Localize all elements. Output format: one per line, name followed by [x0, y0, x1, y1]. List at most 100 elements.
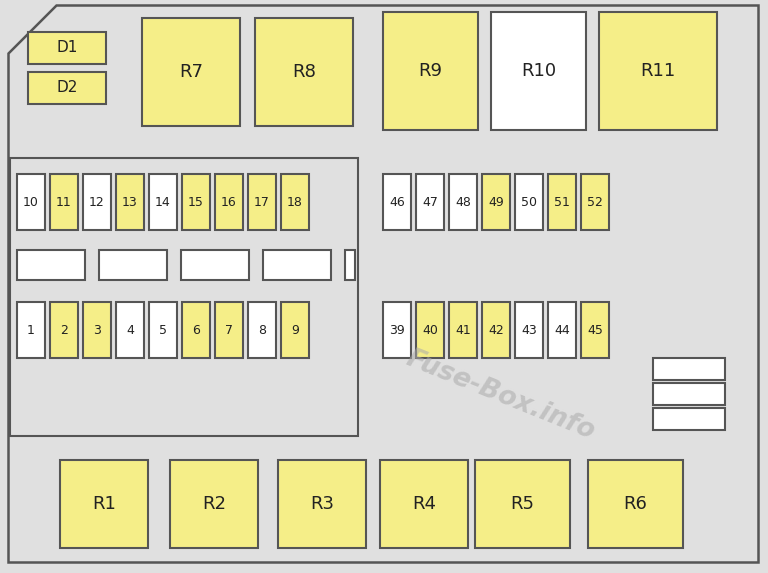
- Bar: [215, 174, 243, 230]
- Bar: [278, 460, 366, 548]
- Bar: [482, 174, 510, 230]
- Bar: [383, 12, 478, 130]
- Text: R3: R3: [310, 495, 334, 513]
- Text: 9: 9: [291, 324, 299, 336]
- Text: R9: R9: [419, 62, 442, 80]
- Text: 45: 45: [587, 324, 603, 336]
- Text: R8: R8: [292, 63, 316, 81]
- Bar: [383, 302, 411, 358]
- Bar: [149, 174, 177, 230]
- Text: 44: 44: [554, 324, 570, 336]
- Bar: [28, 72, 106, 104]
- Bar: [116, 302, 144, 358]
- Bar: [60, 460, 148, 548]
- Bar: [263, 250, 331, 280]
- Text: 39: 39: [389, 324, 405, 336]
- Bar: [449, 174, 477, 230]
- Text: R6: R6: [624, 495, 647, 513]
- Text: 11: 11: [56, 195, 72, 209]
- Bar: [116, 174, 144, 230]
- Text: 18: 18: [287, 195, 303, 209]
- Bar: [653, 358, 725, 380]
- Text: 47: 47: [422, 195, 438, 209]
- Bar: [248, 174, 276, 230]
- Bar: [581, 302, 609, 358]
- Bar: [599, 12, 717, 130]
- Text: 12: 12: [89, 195, 105, 209]
- Text: 4: 4: [126, 324, 134, 336]
- Bar: [17, 302, 45, 358]
- Bar: [548, 174, 576, 230]
- Bar: [99, 250, 167, 280]
- Bar: [581, 174, 609, 230]
- Text: D1: D1: [56, 41, 78, 56]
- Bar: [255, 18, 353, 126]
- Bar: [281, 302, 309, 358]
- Text: 14: 14: [155, 195, 170, 209]
- Bar: [50, 302, 78, 358]
- Bar: [475, 460, 570, 548]
- Bar: [515, 302, 543, 358]
- Bar: [170, 460, 258, 548]
- Text: 51: 51: [554, 195, 570, 209]
- Text: R5: R5: [511, 495, 535, 513]
- Bar: [17, 174, 45, 230]
- Polygon shape: [8, 5, 758, 562]
- Text: R10: R10: [521, 62, 556, 80]
- Bar: [182, 302, 210, 358]
- Text: R1: R1: [92, 495, 116, 513]
- Text: Fuse-Box.info: Fuse-Box.info: [402, 345, 598, 445]
- Bar: [182, 174, 210, 230]
- Text: R7: R7: [179, 63, 203, 81]
- Bar: [380, 460, 468, 548]
- Text: 2: 2: [60, 324, 68, 336]
- Text: 7: 7: [225, 324, 233, 336]
- Text: 10: 10: [23, 195, 39, 209]
- Bar: [142, 18, 240, 126]
- Bar: [588, 460, 683, 548]
- Text: 52: 52: [587, 195, 603, 209]
- Text: R11: R11: [641, 62, 676, 80]
- Text: 49: 49: [488, 195, 504, 209]
- Bar: [181, 250, 249, 280]
- Text: 5: 5: [159, 324, 167, 336]
- Bar: [149, 302, 177, 358]
- Bar: [281, 174, 309, 230]
- Text: 40: 40: [422, 324, 438, 336]
- Bar: [653, 408, 725, 430]
- Text: 41: 41: [455, 324, 471, 336]
- Text: 48: 48: [455, 195, 471, 209]
- Bar: [416, 174, 444, 230]
- Text: 42: 42: [488, 324, 504, 336]
- Bar: [482, 302, 510, 358]
- Bar: [515, 174, 543, 230]
- Bar: [548, 302, 576, 358]
- Text: D2: D2: [56, 80, 78, 96]
- Text: 16: 16: [221, 195, 237, 209]
- Bar: [83, 302, 111, 358]
- Bar: [449, 302, 477, 358]
- Bar: [416, 302, 444, 358]
- Text: 13: 13: [122, 195, 138, 209]
- Text: 17: 17: [254, 195, 270, 209]
- Text: 1: 1: [27, 324, 35, 336]
- Text: 15: 15: [188, 195, 204, 209]
- Bar: [491, 12, 586, 130]
- Bar: [215, 302, 243, 358]
- Bar: [17, 250, 85, 280]
- Bar: [345, 250, 355, 280]
- Bar: [50, 174, 78, 230]
- Text: 6: 6: [192, 324, 200, 336]
- Bar: [10, 158, 358, 436]
- Text: R4: R4: [412, 495, 436, 513]
- Bar: [248, 302, 276, 358]
- Bar: [83, 174, 111, 230]
- Bar: [383, 174, 411, 230]
- Text: 43: 43: [521, 324, 537, 336]
- Text: R2: R2: [202, 495, 226, 513]
- Text: 50: 50: [521, 195, 537, 209]
- Text: 3: 3: [93, 324, 101, 336]
- Text: 46: 46: [389, 195, 405, 209]
- Bar: [653, 383, 725, 405]
- Bar: [28, 32, 106, 64]
